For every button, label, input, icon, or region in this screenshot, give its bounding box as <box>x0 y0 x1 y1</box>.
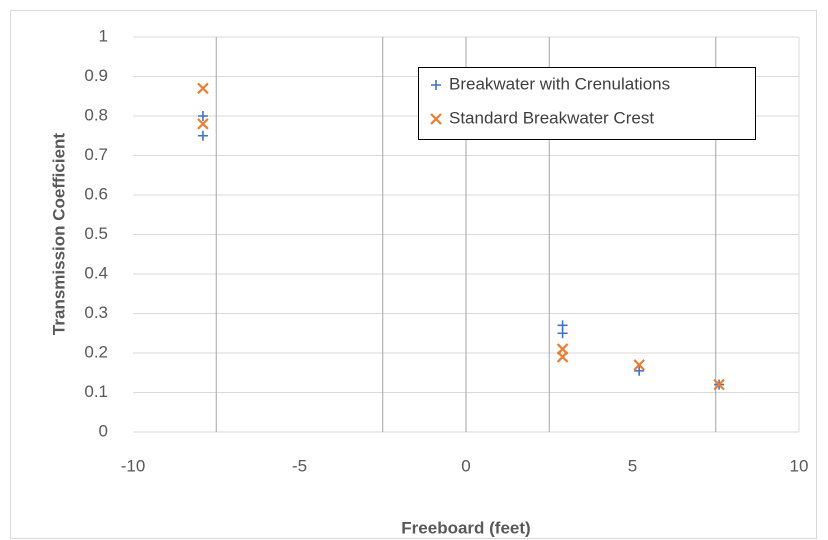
x-axis-title: Freeboard (feet) <box>401 518 530 537</box>
x-tick-label: 0 <box>461 456 470 475</box>
point <box>557 328 568 339</box>
y-tick-label: 0.6 <box>84 184 108 203</box>
y-tick-label: 0 <box>99 421 108 440</box>
point <box>197 82 209 95</box>
point <box>197 111 208 121</box>
point <box>197 118 209 130</box>
legend-label: Breakwater with Crenulations <box>449 74 670 93</box>
x-tick-label: -10 <box>121 456 146 475</box>
y-tick-label: 0.3 <box>84 303 108 322</box>
x-tick-label: 5 <box>628 456 637 475</box>
point <box>197 130 208 141</box>
x-tick-label: -5 <box>292 456 307 475</box>
y-tick-label: 1 <box>99 26 108 45</box>
point <box>713 378 725 391</box>
y-tick-label: 0.1 <box>84 382 108 401</box>
x-tick-label: 10 <box>790 456 809 475</box>
legend-marker <box>430 113 442 125</box>
y-tick-label: 0.7 <box>84 145 108 164</box>
legend-box <box>418 67 756 140</box>
y-tick-label: 0.2 <box>84 342 108 361</box>
y-axis-title: Transmission Coefficient <box>49 133 68 335</box>
y-tick-label: 0.8 <box>84 105 108 124</box>
legend-label: Standard Breakwater Crest <box>449 108 654 127</box>
y-tick-label: 0.9 <box>84 66 108 85</box>
legend-marker <box>431 80 441 90</box>
point <box>556 351 569 363</box>
y-tick-label: 0.5 <box>84 224 108 243</box>
point <box>634 365 645 376</box>
point <box>633 359 645 371</box>
y-tick-label: 0.4 <box>84 263 108 282</box>
